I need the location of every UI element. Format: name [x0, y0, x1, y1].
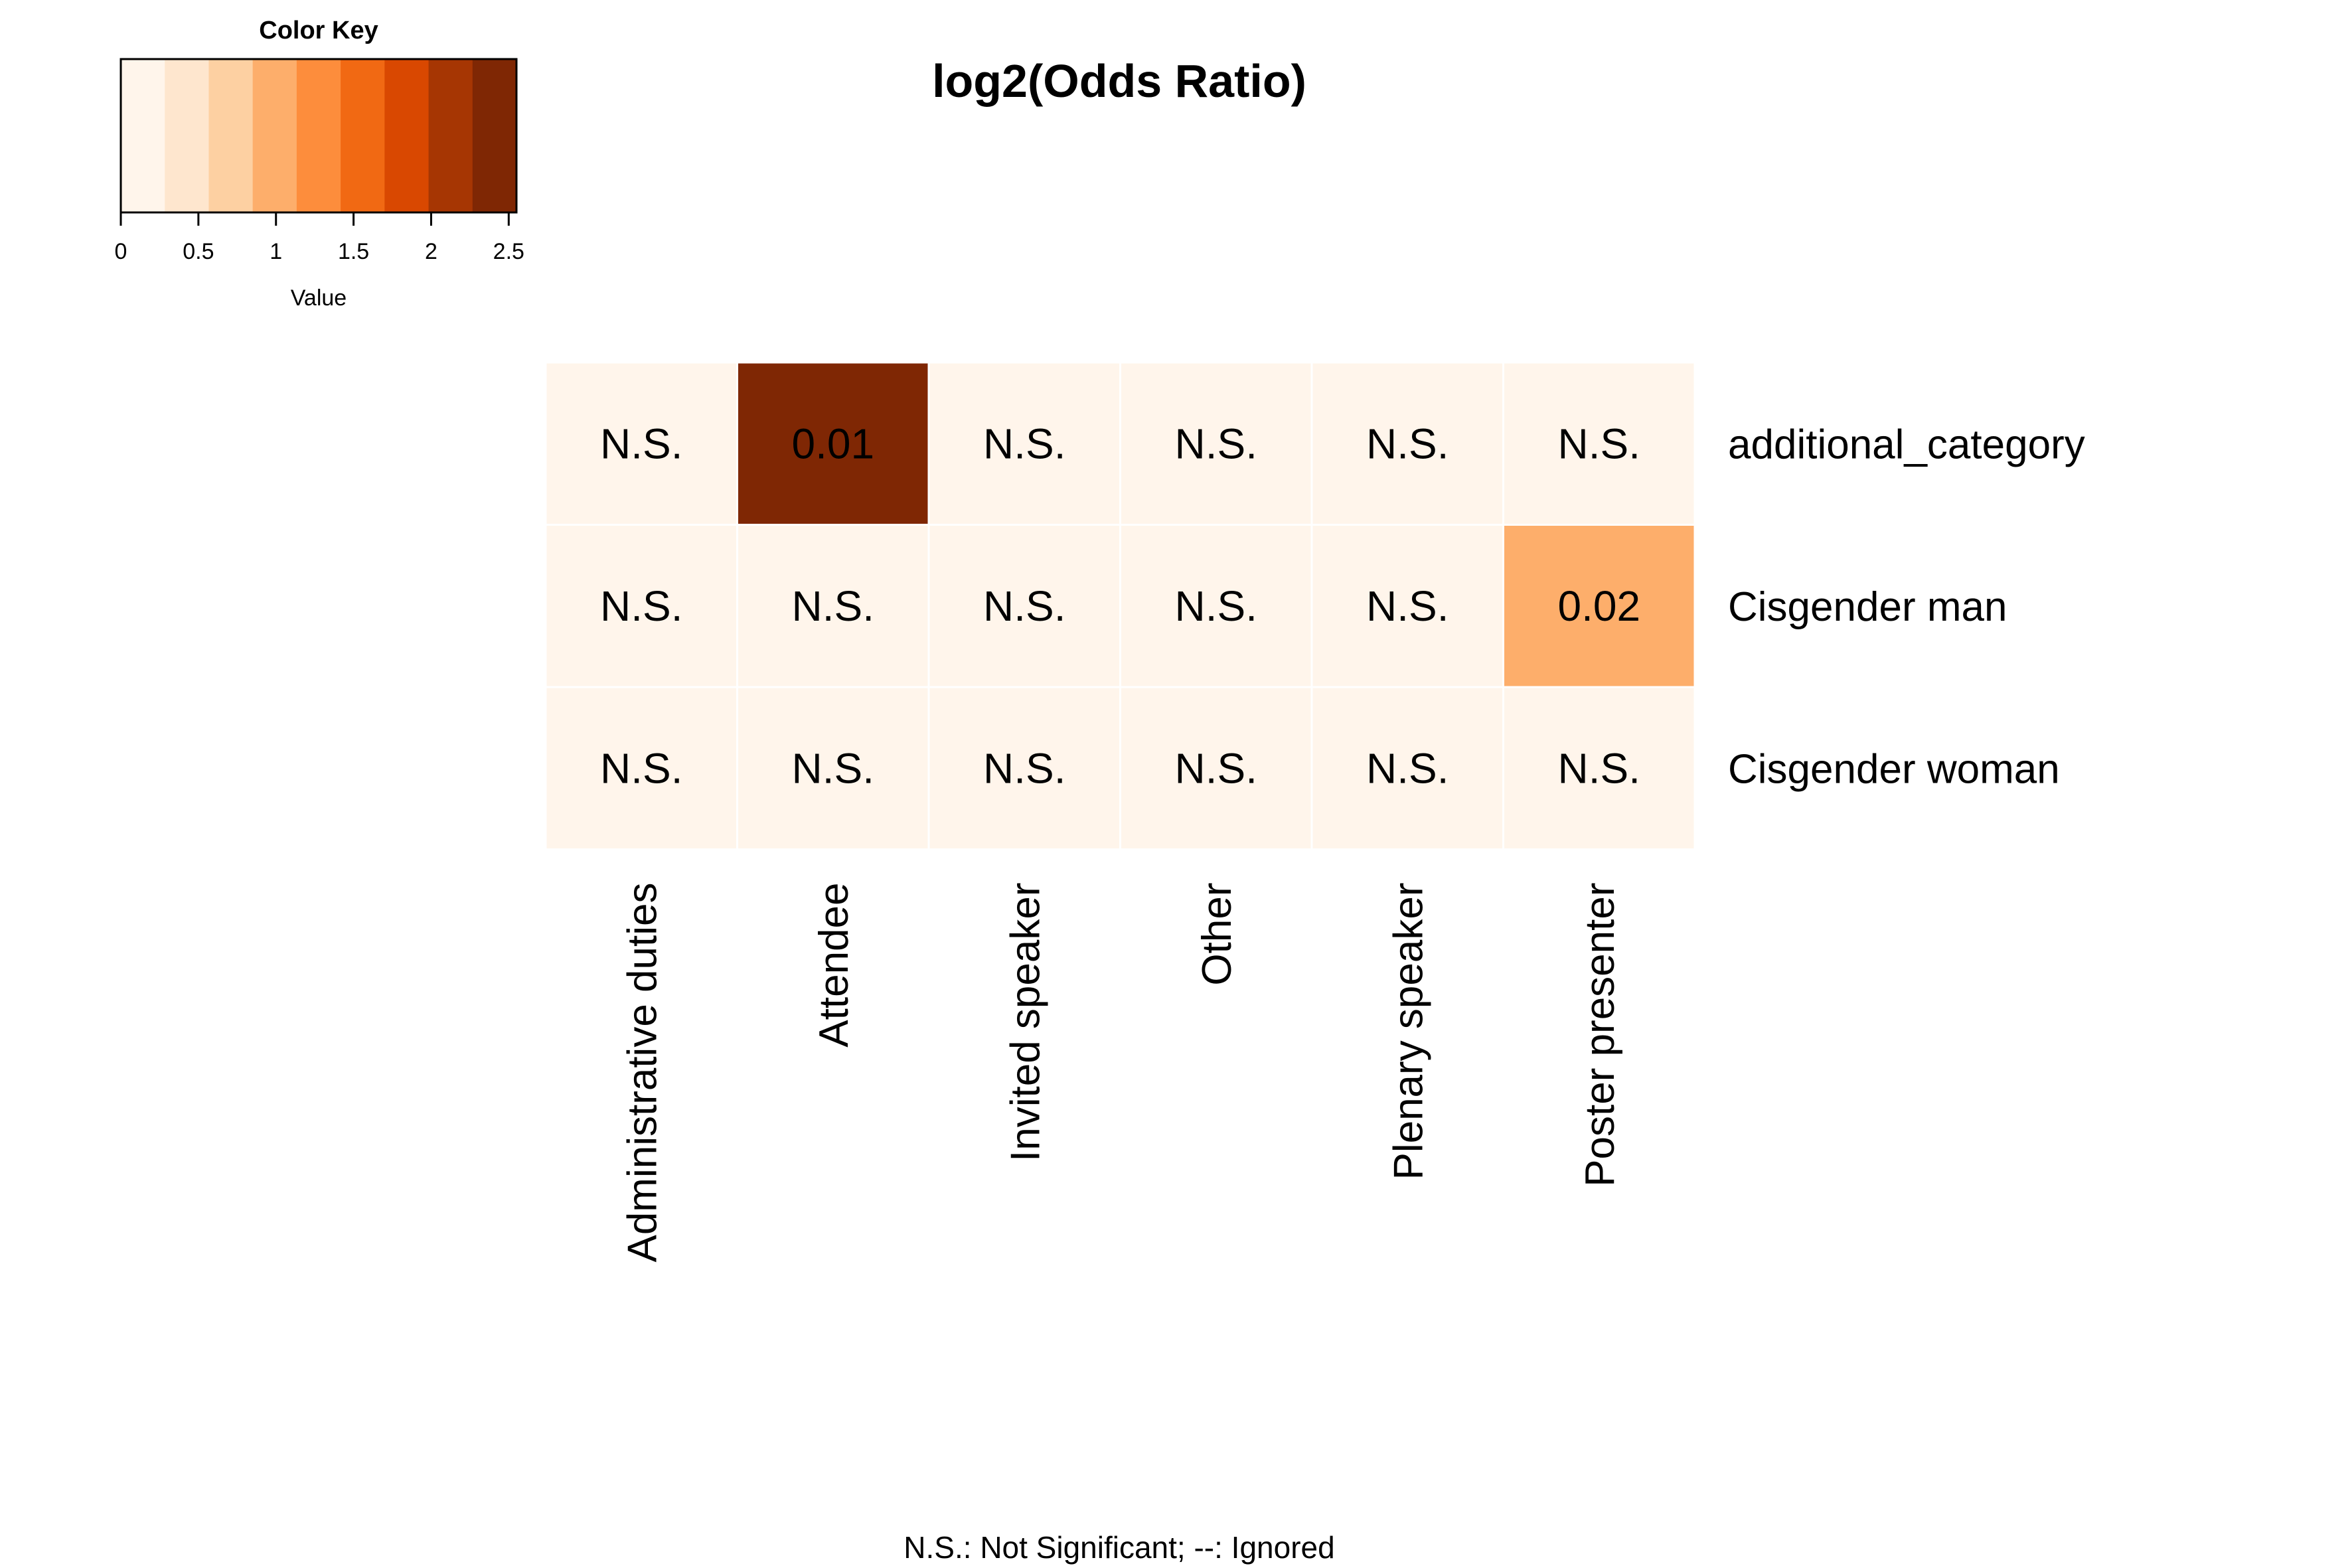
- heatmap-cell-label: N.S.: [1558, 744, 1640, 792]
- heatmap-cell-label: N.S.: [1558, 420, 1640, 467]
- heatmap-cell-label: N.S.: [792, 744, 874, 792]
- color-key-bins: [121, 59, 517, 212]
- column-label: Administrative duties: [619, 883, 665, 1263]
- column-label: Plenary speaker: [1385, 883, 1431, 1180]
- column-label: Other: [1194, 883, 1240, 986]
- heatmap-cell-label: N.S.: [983, 582, 1065, 630]
- color-key-tick-label: 0.5: [183, 239, 214, 264]
- color-key-bin: [208, 59, 254, 212]
- heatmap-cell: [1310, 361, 1504, 526]
- color-key-bin: [341, 59, 385, 212]
- heatmap-cell-label: N.S.: [600, 744, 682, 792]
- heatmap-cell: [736, 361, 930, 526]
- color-key-bin: [472, 59, 517, 212]
- color-key-xlabel: Value: [291, 285, 347, 311]
- heatmap-cell-label: N.S.: [600, 582, 682, 630]
- color-key-tick-label: 1.5: [338, 239, 369, 264]
- heatmap-cell: [1310, 524, 1504, 688]
- heatmap-cell: [927, 361, 1121, 526]
- column-label: Attendee: [811, 883, 857, 1048]
- color-key-bin: [252, 59, 297, 212]
- heatmap-cell: [1119, 524, 1313, 688]
- heatmap-cell-label: 0.02: [1557, 582, 1640, 630]
- heatmap-cell-label: N.S.: [1175, 420, 1257, 467]
- heatmap-cell: [927, 524, 1121, 688]
- heatmap-cell-label: N.S.: [1175, 582, 1257, 630]
- row-label: Cisgender man: [1728, 584, 2007, 630]
- color-key-bin: [121, 59, 165, 212]
- color-key-bin: [165, 59, 209, 212]
- heatmap-cell: [1502, 361, 1696, 526]
- color-key-bin: [384, 59, 430, 212]
- heatmap-cell-label: N.S.: [983, 420, 1065, 467]
- heatmap-cell-label: N.S.: [600, 420, 682, 467]
- color-key-ticks: 0 0.5 1 1.5 2 2.5: [115, 212, 524, 264]
- color-key-title: Color Key: [259, 17, 378, 44]
- row-label: additional_category: [1728, 422, 2085, 467]
- heatmap-cell: [1502, 686, 1696, 850]
- color-key-bin: [296, 59, 341, 212]
- heatmap-cell-label: N.S.: [983, 744, 1065, 792]
- color-key: Color Key 0 0.5 1 1.5 2 2.5 Value: [115, 17, 524, 311]
- heatmap-cell: [1310, 686, 1504, 850]
- heatmap-cell-label: N.S.: [1366, 744, 1449, 792]
- color-key-tick-label: 2.5: [493, 239, 524, 264]
- row-label: Cisgender woman: [1728, 746, 2060, 792]
- heatmap-cell-label: N.S.: [1366, 420, 1449, 467]
- color-key-bin: [428, 59, 473, 212]
- footnote: N.S.: Not Significant; --: Ignored: [903, 1530, 1334, 1565]
- column-labels: Administrative duties Attendee Invited spe…: [619, 883, 1623, 1263]
- heatmap-cell-label: N.S.: [1366, 582, 1449, 630]
- row-labels: additional_category Cisgender man Cisgende…: [1728, 422, 2085, 792]
- heatmap-cell: [736, 524, 930, 688]
- color-key-tick-label: 1: [270, 239, 282, 264]
- column-label: Poster presenter: [1577, 883, 1623, 1187]
- color-key-tick-label: 2: [425, 239, 437, 264]
- heatmap-cell: [1119, 361, 1313, 526]
- chart-title: log2(Odds Ratio): [932, 55, 1306, 107]
- heatmap-cell: [544, 686, 738, 850]
- heatmap-cell-label: N.S.: [1175, 744, 1257, 792]
- column-label: Invited speaker: [1002, 883, 1048, 1162]
- heatmap-cell: [927, 686, 1121, 850]
- color-key-tick-label: 0: [115, 239, 127, 264]
- heatmap-cells: N.S. 0.01 N.S. N.S. N.S. N.S. N.S. N.S. N.S. N.S.…: [544, 361, 1696, 850]
- heatmap-cell-label: 0.01: [791, 420, 874, 467]
- heatmap-cell-label: N.S.: [792, 582, 874, 630]
